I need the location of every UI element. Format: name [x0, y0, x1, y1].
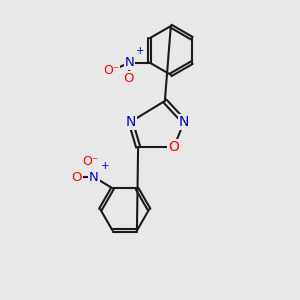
Text: N: N — [89, 170, 99, 184]
Text: O: O — [72, 170, 82, 184]
Text: O⁻: O⁻ — [82, 155, 99, 168]
Text: +: + — [136, 46, 145, 56]
Text: +: + — [101, 160, 109, 170]
Text: O: O — [124, 72, 134, 85]
Text: O: O — [168, 140, 179, 154]
Text: N: N — [125, 115, 136, 129]
Text: O⁻: O⁻ — [103, 64, 119, 77]
Text: N: N — [179, 115, 189, 129]
Text: N: N — [124, 56, 134, 69]
